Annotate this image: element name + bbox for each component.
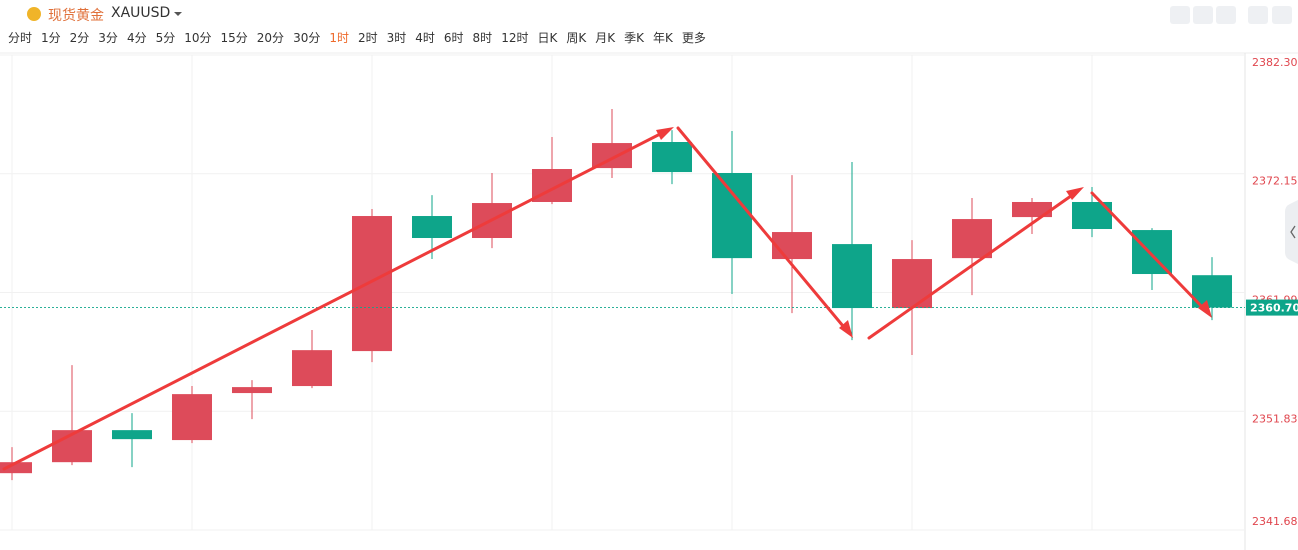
fullscreen-icon[interactable] [1248, 6, 1268, 24]
candle-body [832, 244, 872, 309]
candle-body [892, 259, 932, 309]
arrow [2, 128, 670, 471]
last-price-box [1246, 299, 1298, 316]
dropdown-caret[interactable] [174, 12, 182, 20]
interval-tab[interactable]: 分时 [8, 31, 33, 45]
candle-icon[interactable] [1216, 6, 1236, 24]
y-tick-label: 2372.15 [1252, 175, 1298, 188]
interval-tab[interactable]: 1分 [41, 31, 61, 45]
interval-tab[interactable]: 30分 [293, 31, 321, 45]
interval-tab[interactable]: 更多 [681, 31, 706, 45]
interval-tab[interactable]: 1时 [329, 31, 349, 45]
logo [27, 7, 41, 21]
interval-tab[interactable]: 3时 [386, 31, 407, 45]
y-grid [0, 54, 1245, 531]
arrowhead [839, 320, 853, 338]
draw-icon[interactable] [1193, 6, 1213, 24]
candle-body [772, 232, 812, 260]
interval-tab[interactable]: 日K [537, 31, 558, 45]
interval-tab[interactable]: 4分 [126, 31, 147, 45]
interval-tab[interactable]: 12时 [501, 31, 529, 45]
close-icon[interactable] [1272, 6, 1292, 24]
candle-body [412, 216, 452, 239]
last-price-label: 2360.70 [1250, 302, 1298, 315]
candles [0, 109, 1245, 481]
candle-body [652, 142, 692, 173]
interval-tab[interactable]: 20分 [256, 31, 285, 45]
candle-body [172, 394, 212, 441]
header: 现货黄金 XAUUSD [0, 0, 1298, 26]
arrowhead [1198, 300, 1212, 318]
interval-tab[interactable]: 3分 [98, 31, 118, 45]
side-handle-arrow [1290, 225, 1296, 239]
candle-body [292, 350, 332, 387]
candle-body [232, 387, 272, 394]
y-tick-label: 2341.68 [1252, 515, 1298, 528]
interval-tab[interactable]: 季K [624, 31, 644, 45]
y-tick-label: 2351.83 [1252, 412, 1298, 425]
arrowhead [1066, 187, 1084, 200]
interval-tab[interactable]: 10分 [184, 31, 212, 45]
interval-tabs: 分时 1分 2分 3分 4分 5分 10分 15分 20分 30分 1时 2时 3时 4时 6时 8时 12时日… [8, 29, 706, 46]
arrow [867, 189, 1080, 340]
arrowhead [656, 127, 674, 140]
candle-body [1012, 201, 1052, 218]
interval-tab[interactable]: 6时 [443, 31, 464, 45]
interval-tab[interactable]: 2时 [357, 31, 378, 45]
tool-icon[interactable] [1170, 6, 1190, 24]
candle-body [712, 172, 752, 259]
interval-tab[interactable]: 4时 [415, 31, 435, 45]
instrument-symbol[interactable]: XAUUSD [111, 5, 171, 21]
interval-tab[interactable]: 年K [652, 31, 673, 45]
interval-tab[interactable]: 5分 [155, 31, 176, 45]
trend-arrows [2, 126, 1212, 471]
candle-body [0, 462, 32, 474]
candle-body [1132, 230, 1172, 275]
candle-body [352, 216, 392, 352]
interval-tab[interactable]: 8时 [472, 31, 493, 45]
interval-tab[interactable]: 月K [595, 31, 616, 45]
arrow [1090, 191, 1209, 314]
interval-tab[interactable]: 2分 [69, 31, 90, 45]
price-axis: 2382.302372.152361.992351.832341.682360.… [1246, 56, 1298, 528]
instrument-name[interactable]: 现货黄金 [48, 8, 104, 24]
candle-body [952, 219, 992, 259]
candle-body [112, 430, 152, 440]
interval-tab[interactable]: 周K [566, 31, 587, 45]
interval-tab[interactable]: 15分 [220, 31, 248, 45]
y-tick-label: 2382.30 [1252, 56, 1298, 69]
arrow [676, 126, 850, 334]
